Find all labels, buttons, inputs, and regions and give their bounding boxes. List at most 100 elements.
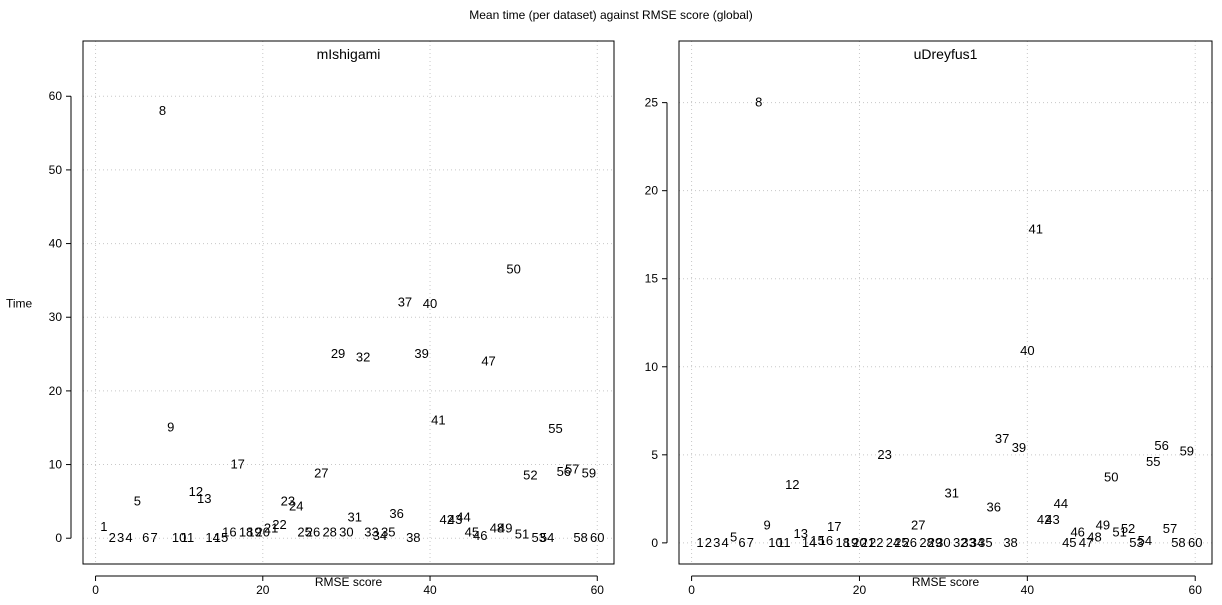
point-label-30: 30 xyxy=(339,524,353,539)
point-label-60: 60 xyxy=(1188,535,1202,550)
y-tick-label: 60 xyxy=(49,89,63,103)
point-label-48: 48 xyxy=(490,521,504,536)
point-label-39: 39 xyxy=(414,346,428,361)
plot-frame xyxy=(678,40,1213,565)
point-label-52: 52 xyxy=(1121,521,1135,536)
point-label-41: 41 xyxy=(431,412,445,427)
point-label-29: 29 xyxy=(928,535,942,550)
point-label-57: 57 xyxy=(1163,521,1177,536)
point-label-8: 8 xyxy=(159,103,166,118)
point-label-25: 25 xyxy=(297,524,311,539)
point-label-40: 40 xyxy=(1020,343,1034,358)
point-label-1: 1 xyxy=(696,535,703,550)
point-label-35: 35 xyxy=(978,535,992,550)
point-label-51: 51 xyxy=(515,527,529,542)
point-label-9: 9 xyxy=(764,517,771,532)
point-label-28: 28 xyxy=(322,524,336,539)
point-label-10: 10 xyxy=(172,530,186,545)
point-label-6: 6 xyxy=(738,535,745,550)
point-label-49: 49 xyxy=(498,521,512,536)
y-tick-label: 15 xyxy=(645,272,659,286)
point-label-53: 53 xyxy=(1129,535,1143,550)
x-tick-label: 0 xyxy=(688,583,695,597)
point-label-11: 11 xyxy=(181,530,195,545)
point-label-1: 1 xyxy=(100,519,107,534)
point-label-45: 45 xyxy=(1062,535,1076,550)
point-label-30: 30 xyxy=(936,535,950,550)
point-label-8: 8 xyxy=(755,95,762,110)
y-tick-label: 20 xyxy=(645,184,659,198)
y-tick-label: 0 xyxy=(651,536,658,550)
point-label-24: 24 xyxy=(289,499,303,514)
x-axis-label: RMSE score xyxy=(315,575,383,589)
point-label-31: 31 xyxy=(945,486,959,501)
point-label-34: 34 xyxy=(373,528,387,543)
point-label-25: 25 xyxy=(894,535,908,550)
point-label-55: 55 xyxy=(1146,454,1160,469)
x-tick-label: 40 xyxy=(1021,583,1035,597)
point-label-18: 18 xyxy=(239,524,253,539)
point-label-52: 52 xyxy=(523,468,537,483)
point-label-41: 41 xyxy=(1028,221,1042,236)
point-label-16: 16 xyxy=(819,533,833,548)
x-tick-label: 20 xyxy=(256,583,270,597)
point-label-22: 22 xyxy=(869,535,883,550)
point-label-20: 20 xyxy=(256,524,270,539)
x-tick-label: 20 xyxy=(853,583,867,597)
x-tick-label: 60 xyxy=(1189,583,1203,597)
point-label-21: 21 xyxy=(264,521,278,536)
point-label-12: 12 xyxy=(189,484,203,499)
point-label-55: 55 xyxy=(548,421,562,436)
point-label-38: 38 xyxy=(406,530,420,545)
point-label-21: 21 xyxy=(861,535,875,550)
x-tick-label: 60 xyxy=(591,583,605,597)
point-label-34: 34 xyxy=(970,535,984,550)
point-label-28: 28 xyxy=(919,535,933,550)
point-label-18: 18 xyxy=(835,535,849,550)
point-label-39: 39 xyxy=(1012,440,1026,455)
point-label-47: 47 xyxy=(481,353,495,368)
point-label-43: 43 xyxy=(1045,512,1059,527)
point-label-15: 15 xyxy=(810,533,824,548)
point-label-2: 2 xyxy=(705,535,712,550)
y-tick-label: 10 xyxy=(645,360,659,374)
point-label-37: 37 xyxy=(398,295,412,310)
point-label-23: 23 xyxy=(281,493,295,508)
point-label-36: 36 xyxy=(987,500,1001,515)
point-label-11: 11 xyxy=(777,535,791,550)
point-label-33: 33 xyxy=(364,524,378,539)
y-tick-label: 0 xyxy=(55,531,62,545)
point-label-3: 3 xyxy=(117,530,124,545)
point-label-27: 27 xyxy=(314,465,328,480)
point-label-36: 36 xyxy=(389,506,403,521)
point-label-14: 14 xyxy=(802,535,816,550)
point-label-15: 15 xyxy=(214,530,228,545)
point-label-46: 46 xyxy=(1070,524,1084,539)
point-label-29: 29 xyxy=(331,346,345,361)
x-tick-label: 40 xyxy=(423,583,437,597)
point-label-2: 2 xyxy=(109,530,116,545)
point-label-12: 12 xyxy=(785,477,799,492)
y-tick-label: 25 xyxy=(645,96,659,110)
point-label-56: 56 xyxy=(1154,438,1168,453)
point-label-43: 43 xyxy=(448,512,462,527)
point-label-51: 51 xyxy=(1112,524,1126,539)
point-label-56: 56 xyxy=(557,464,571,479)
point-label-19: 19 xyxy=(844,535,858,550)
panel-title: uDreyfus1 xyxy=(914,46,978,62)
point-label-42: 42 xyxy=(440,512,454,527)
point-label-45: 45 xyxy=(465,524,479,539)
point-label-53: 53 xyxy=(532,530,546,545)
point-label-5: 5 xyxy=(730,530,737,545)
point-label-19: 19 xyxy=(247,524,261,539)
point-label-48: 48 xyxy=(1087,530,1101,545)
point-label-20: 20 xyxy=(852,535,866,550)
point-label-16: 16 xyxy=(222,524,236,539)
point-label-54: 54 xyxy=(1138,533,1152,548)
point-label-44: 44 xyxy=(456,510,470,525)
figure-title: Mean time (per dataset) against RMSE sco… xyxy=(469,8,752,22)
plot-frame xyxy=(82,40,615,565)
point-label-26: 26 xyxy=(306,524,320,539)
point-label-24: 24 xyxy=(886,535,900,550)
